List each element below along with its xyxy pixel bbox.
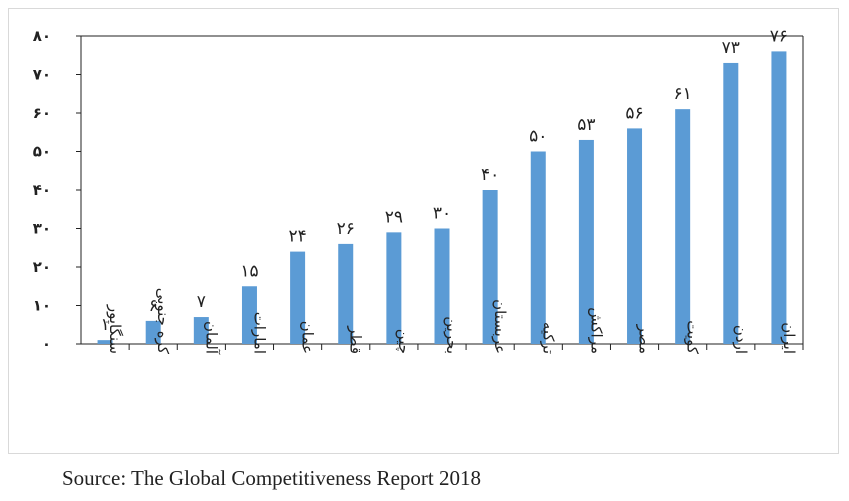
y-tick-label: ۱۰	[33, 297, 51, 315]
bar	[482, 190, 498, 344]
y-tick-label: ۴۰	[33, 181, 51, 199]
data-label: ۵۶	[625, 103, 643, 123]
category-label: آلمان	[202, 321, 220, 355]
data-label: ۲۶	[337, 219, 355, 239]
y-tick-label: ۷۰	[33, 66, 51, 84]
data-label: ۳۰	[433, 204, 451, 224]
y-tick-label: ۸۰	[33, 27, 51, 45]
data-label: ۷۶	[770, 26, 788, 46]
chart-frame: ۰ ۱۰ ۲۰ ۳۰ ۴۰ ۵۰ ۶۰ ۷۰ ۸۰ ۱ ۶ ۷ ۱۵ ۲۴ ۲۶ ۲۹ ۳۰ ۴۰ ۵۰ ۵۳ ۵۶ ۶…	[8, 8, 839, 454]
data-label: ۲۹	[385, 207, 403, 227]
bar	[771, 51, 787, 345]
y-tick-label: ۰	[42, 335, 51, 353]
data-label: ۷	[197, 292, 206, 312]
bar	[675, 109, 691, 345]
chart: ۰ ۱۰ ۲۰ ۳۰ ۴۰ ۵۰ ۶۰ ۷۰ ۸۰ ۱ ۶ ۷ ۱۵ ۲۴ ۲۶ ۲۹ ۳۰ ۴۰ ۵۰ ۵۳ ۵۶ ۶…	[33, 26, 804, 355]
chart-bars	[97, 51, 787, 345]
category-label: امارات	[250, 312, 268, 354]
category-label: سنگاپور	[105, 304, 124, 354]
data-label: ۷۳	[722, 38, 740, 58]
data-label: ۲۴	[288, 227, 306, 247]
data-labels: ۱ ۶ ۷ ۱۵ ۲۴ ۲۶ ۲۹ ۳۰ ۴۰ ۵۰ ۵۳ ۵۶ ۶۱ ۷۳ ۷۶	[100, 26, 788, 335]
data-label: ۵۳	[577, 115, 595, 135]
bar	[145, 320, 161, 344]
source-caption: Source: The Global Competitiveness Repor…	[62, 466, 481, 490]
bar	[530, 151, 546, 344]
category-label: قطر	[347, 325, 365, 354]
y-tick-label: ۵۰	[33, 143, 51, 161]
y-tick-label: ۲۰	[33, 258, 51, 276]
bar	[97, 340, 113, 344]
category-label: ایران	[780, 322, 798, 354]
data-label: ۵۰	[529, 127, 547, 147]
category-label: چین	[395, 329, 413, 354]
bar	[723, 62, 739, 344]
bar	[386, 232, 402, 344]
bar	[434, 228, 450, 344]
data-label: ۱۵	[240, 261, 258, 281]
category-label: بحرین	[443, 316, 461, 354]
bar	[578, 139, 594, 344]
bar	[290, 251, 306, 344]
bar	[193, 317, 209, 344]
y-axis-ticks: ۰ ۱۰ ۲۰ ۳۰ ۴۰ ۵۰ ۶۰ ۷۰ ۸۰	[33, 27, 81, 353]
bar	[338, 243, 354, 344]
y-tick-label: ۶۰	[33, 104, 51, 122]
category-label: ترکیه	[539, 322, 557, 354]
data-label: ۶۱	[674, 84, 692, 104]
bar	[627, 128, 643, 344]
data-label: ۶	[149, 296, 158, 316]
category-label: اردن	[732, 325, 750, 354]
category-label: عربستان	[491, 299, 509, 354]
category-label: مراکش	[587, 307, 605, 354]
y-tick-label: ۳۰	[33, 220, 51, 238]
category-label: مصر	[636, 324, 654, 354]
data-label: ۱	[100, 315, 109, 335]
category-label: کره جنوبی	[154, 288, 172, 355]
category-labels: سنگاپور کره جنوبی آلمان امارات عمان قطر چین بحر…	[105, 288, 804, 355]
bar	[241, 286, 257, 344]
category-label: عمان	[299, 321, 317, 354]
category-label: کویت	[684, 320, 702, 355]
data-label: ۴۰	[481, 165, 499, 185]
